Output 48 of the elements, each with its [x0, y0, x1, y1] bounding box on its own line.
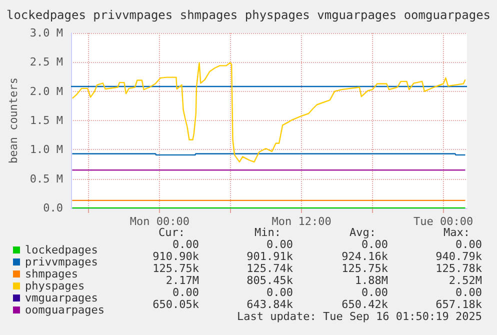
legend-label: privvmpages — [25, 256, 98, 268]
y-tick-label: 0.5 M — [30, 172, 64, 186]
legend-label: vmguarpages — [25, 292, 98, 304]
text: 0.00 — [172, 286, 199, 299]
text: 125.75k — [152, 262, 200, 275]
y-tick-label: 2.0 M — [30, 84, 64, 98]
text: 901.91k — [246, 250, 294, 263]
text: 940.79k — [436, 250, 482, 263]
x-tick-label: Mon 12:00 — [272, 215, 332, 228]
legend-label: physpages — [25, 280, 85, 292]
text: 657.18k — [436, 298, 482, 311]
text: Max: — [444, 226, 470, 239]
text: Avg: — [350, 226, 376, 239]
legend-label: oomguarpages — [25, 304, 104, 316]
text: 924.16k — [342, 250, 388, 263]
text: 0.00 — [172, 238, 199, 251]
text: 1.88M — [354, 274, 388, 287]
text: 910.90k — [152, 250, 200, 263]
y-tick-label: 1.5 M — [30, 114, 64, 127]
legend-label: lockedpages — [25, 244, 98, 256]
text: 2.17M — [166, 274, 200, 287]
text: 125.78k — [436, 262, 482, 275]
text: 0.00 — [456, 238, 482, 251]
text: Last update: Tue Sep 16 01:50:19 2025 — [236, 310, 482, 323]
x-tick-label: Tue 00:00 — [414, 215, 474, 228]
text: 0.00 — [362, 286, 388, 299]
text: 805.45k — [246, 274, 294, 287]
y-tick-label: 0.0 — [43, 202, 64, 214]
text: 2.52M — [448, 274, 482, 287]
text: 650.42k — [342, 298, 388, 311]
y-tick-label: 3.0 M — [30, 26, 64, 40]
text: Min: — [254, 226, 281, 239]
text: 0.00 — [266, 286, 293, 299]
line-series — [72, 62, 466, 163]
text: 0.00 — [362, 238, 388, 251]
chart-title: lockedpages privvmpages shmpages physpages vmguarpages oomguarpages — [6, 8, 491, 22]
text: 643.84k — [246, 298, 294, 311]
x-tick-label: Mon 00:00 — [130, 215, 190, 228]
text: 125.75k — [342, 262, 388, 275]
text: Cur: — [158, 226, 185, 239]
text: 125.74k — [246, 262, 294, 275]
text: 650.05k — [152, 298, 200, 311]
legend-label: shmpages — [25, 268, 78, 280]
text: 0.00 — [456, 286, 482, 299]
text: 0.00 — [266, 238, 293, 251]
y-tick-label: 2.5 M — [30, 56, 64, 69]
y-tick-label: 1.0 M — [30, 143, 64, 156]
y-axis-title: bean counters — [7, 77, 20, 164]
